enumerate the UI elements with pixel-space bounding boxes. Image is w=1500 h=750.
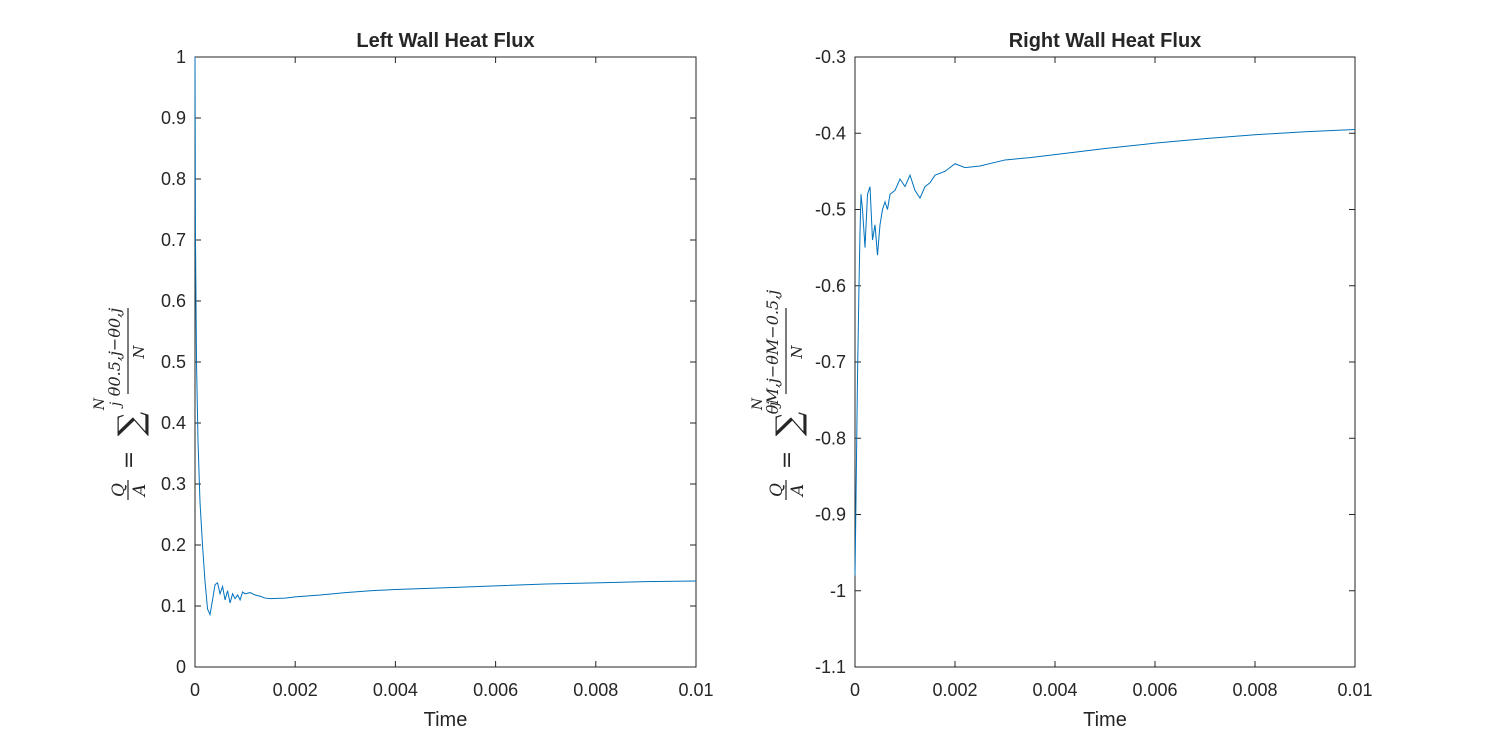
left-ytick-label: 0.1 [161,596,186,616]
right-x-axis-label: Time [1083,709,1127,731]
right-xtick-label: 0.002 [932,680,977,700]
left-ylabel-equals: = [117,451,142,469]
left-ytick-label: 0 [176,657,186,677]
right-xtick-label: 0.006 [1132,680,1177,700]
left-ytick-label: 0.8 [161,169,186,189]
left-axes-box [194,56,697,668]
right-panel: 0 0.002 0.004 0.006 0.008 0.01 -1.1 -1 -0.9 -0.8 -… [750,30,1373,731]
right-xtick-label: 0 [850,680,860,700]
left-ytick-label: 0.4 [161,413,186,433]
right-ylabel-equals: = [775,451,800,469]
left-x-axis-label: Time [424,709,468,731]
right-ytick-label: -0.3 [815,47,846,67]
right-ylabel-a: A [788,484,808,498]
right-y-axis-label: Q A=∑N jθM,j−θM−0.5,j N [750,290,809,500]
right-ytick-label: -0.8 [815,428,846,448]
right-xtick-label: 0.008 [1232,680,1277,700]
left-ylabel-q: Q [109,483,129,497]
left-xtick-label: 0.006 [473,680,518,700]
left-panel: 0 0.002 0.004 0.006 0.008 0.01 0 0.1 0.2 0.3 0.4 0.… [92,30,714,731]
right-ytick-label: -0.6 [815,276,846,296]
right-ytick-label: -1.1 [815,657,846,677]
right-xtick-label: 0.01 [1337,680,1372,700]
left-series-line [194,56,697,617]
left-ylabel-sum-index: j [108,401,124,409]
left-xtick-label: 0.002 [273,680,318,700]
left-ylabel-numerator: θ0.5,j−θ0,j [105,308,124,396]
right-ytick-label: -0.9 [815,505,846,525]
right-ytick-label: -1 [830,581,846,601]
left-ytick-label: 0.2 [161,535,186,555]
left-ytick-label: 0.5 [161,352,186,372]
left-xtick-label: 0.01 [678,680,713,700]
right-ylabel-numerator: θM,j−θM−0.5,j [763,290,782,414]
left-ytick-label: 0.9 [161,108,186,128]
left-y-axis-label: Q A=∑N jθ0.5,j−θ0,j N [92,308,151,500]
right-ylabel-sum-upper: N [750,397,766,411]
left-ylabel-denominator: N [130,345,148,360]
right-ylabel-sum-index: j [766,401,782,409]
left-ylabel-a: A [130,484,150,498]
left-ytick-label: 0.7 [161,230,186,250]
right-xtick-label: 0.004 [1032,680,1077,700]
right-series-line [854,128,1356,576]
right-ylabel-denominator: N [788,345,806,360]
right-ylabel-sum-symbol: ∑ [769,412,809,436]
left-xtick-label: 0.008 [573,680,618,700]
left-ytick-label: 0.6 [161,291,186,311]
right-ylabel-q: Q [767,483,787,497]
right-axes-box [854,56,1356,668]
right-ytick-label: -0.4 [815,123,846,143]
right-ytick-label: -0.7 [815,352,846,372]
left-xtick-label: 0 [190,680,200,700]
left-ylabel-sum-symbol: ∑ [111,412,151,436]
left-xtick-label: 0.004 [373,680,418,700]
left-chart-title: Left Wall Heat Flux [356,30,534,52]
left-ylabel-sum-upper: N [92,397,108,411]
left-ytick-label: 0.3 [161,474,186,494]
right-ytick-label: -0.5 [815,200,846,220]
left-ytick-label: 1 [176,47,186,67]
right-chart-title: Right Wall Heat Flux [1009,30,1202,52]
